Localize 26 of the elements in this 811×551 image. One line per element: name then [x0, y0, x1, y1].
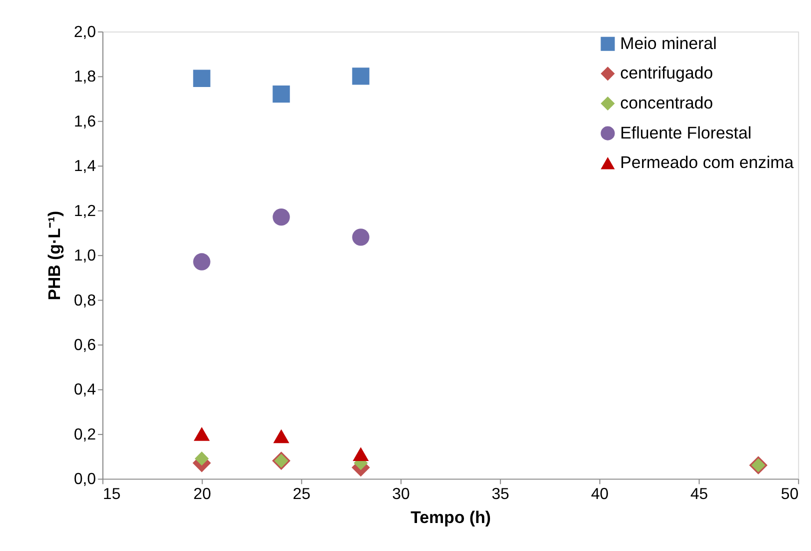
legend-label: Efluente Florestal	[620, 123, 752, 142]
legend-label: Meio mineral	[620, 34, 717, 53]
y-axis-title: PHB (g·L⁻¹)	[44, 210, 64, 300]
y-tick-label: 1,6	[74, 113, 96, 130]
x-tick-label: 25	[292, 486, 311, 504]
y-tick-label: 0,6	[74, 336, 96, 354]
x-tick-label: 30	[392, 486, 410, 504]
x-tick-label: 35	[492, 486, 510, 504]
y-tick-label: 2,0	[74, 24, 96, 41]
y-tick-label: 1,8	[74, 68, 96, 86]
y-tick-label: 1,2	[74, 202, 96, 220]
x-axis-title: Tempo (h)	[410, 508, 491, 527]
x-tick-label: 50	[780, 486, 799, 504]
legend-label: centrifugado	[620, 64, 714, 83]
y-tick-label: 1,0	[74, 248, 96, 265]
y-tick-label: 1,4	[74, 158, 96, 176]
y-tick-label: 0,8	[74, 292, 96, 310]
y-tick-label: 0,4	[74, 382, 96, 399]
x-tick-label: 15	[102, 486, 121, 504]
legend-label: Permeado com enzima	[620, 153, 794, 172]
x-tick-label: 40	[590, 486, 609, 504]
x-tick-label: 45	[690, 486, 708, 504]
y-tick-label: 0,0	[74, 471, 96, 488]
legend-label: concentrado	[620, 93, 714, 112]
y-tick-label: 0,2	[74, 426, 96, 444]
x-tick-label: 20	[193, 486, 212, 504]
